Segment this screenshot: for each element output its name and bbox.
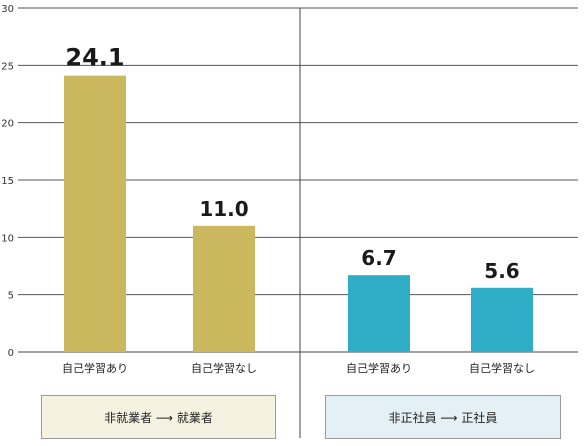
bar xyxy=(471,287,533,352)
value-label: 24.1 xyxy=(65,44,124,72)
group-label: 非就業者 ⟶ 就業者 xyxy=(104,410,213,425)
y-tick-label: 10 xyxy=(1,233,14,244)
value-label: 5.6 xyxy=(484,259,519,283)
y-tick-label: 0 xyxy=(8,348,14,359)
y-tick-label: 25 xyxy=(1,61,14,72)
category-label: 自己学習あり xyxy=(346,361,412,375)
bars xyxy=(64,75,533,353)
y-tick-label: 20 xyxy=(1,119,14,130)
bar xyxy=(193,225,255,352)
category-label: 自己学習あり xyxy=(62,361,128,375)
group-label: 非正社員 ⟶ 正社員 xyxy=(388,410,498,425)
bar xyxy=(64,75,126,353)
value-labels: 24.1 11.0 6.7 5.6 xyxy=(65,44,519,283)
y-tick-label: 15 xyxy=(1,176,14,187)
category-labels: 自己学習あり 自己学習なし 自己学習あり 自己学習なし xyxy=(62,361,535,375)
group-label-box-non-regular: 非正社員 ⟶ 正社員 xyxy=(325,395,561,439)
category-label: 自己学習なし xyxy=(191,361,257,375)
value-label: 11.0 xyxy=(199,197,248,221)
value-label: 6.7 xyxy=(361,246,396,270)
category-label: 自己学習なし xyxy=(469,361,535,375)
y-axis-ticks: 0 5 10 15 20 25 30 xyxy=(1,4,14,359)
y-tick-label: 5 xyxy=(8,291,14,302)
y-tick-label: 30 xyxy=(1,4,14,15)
group-label-box-non-employed: 非就業者 ⟶ 就業者 xyxy=(41,395,276,439)
bar xyxy=(348,275,410,352)
